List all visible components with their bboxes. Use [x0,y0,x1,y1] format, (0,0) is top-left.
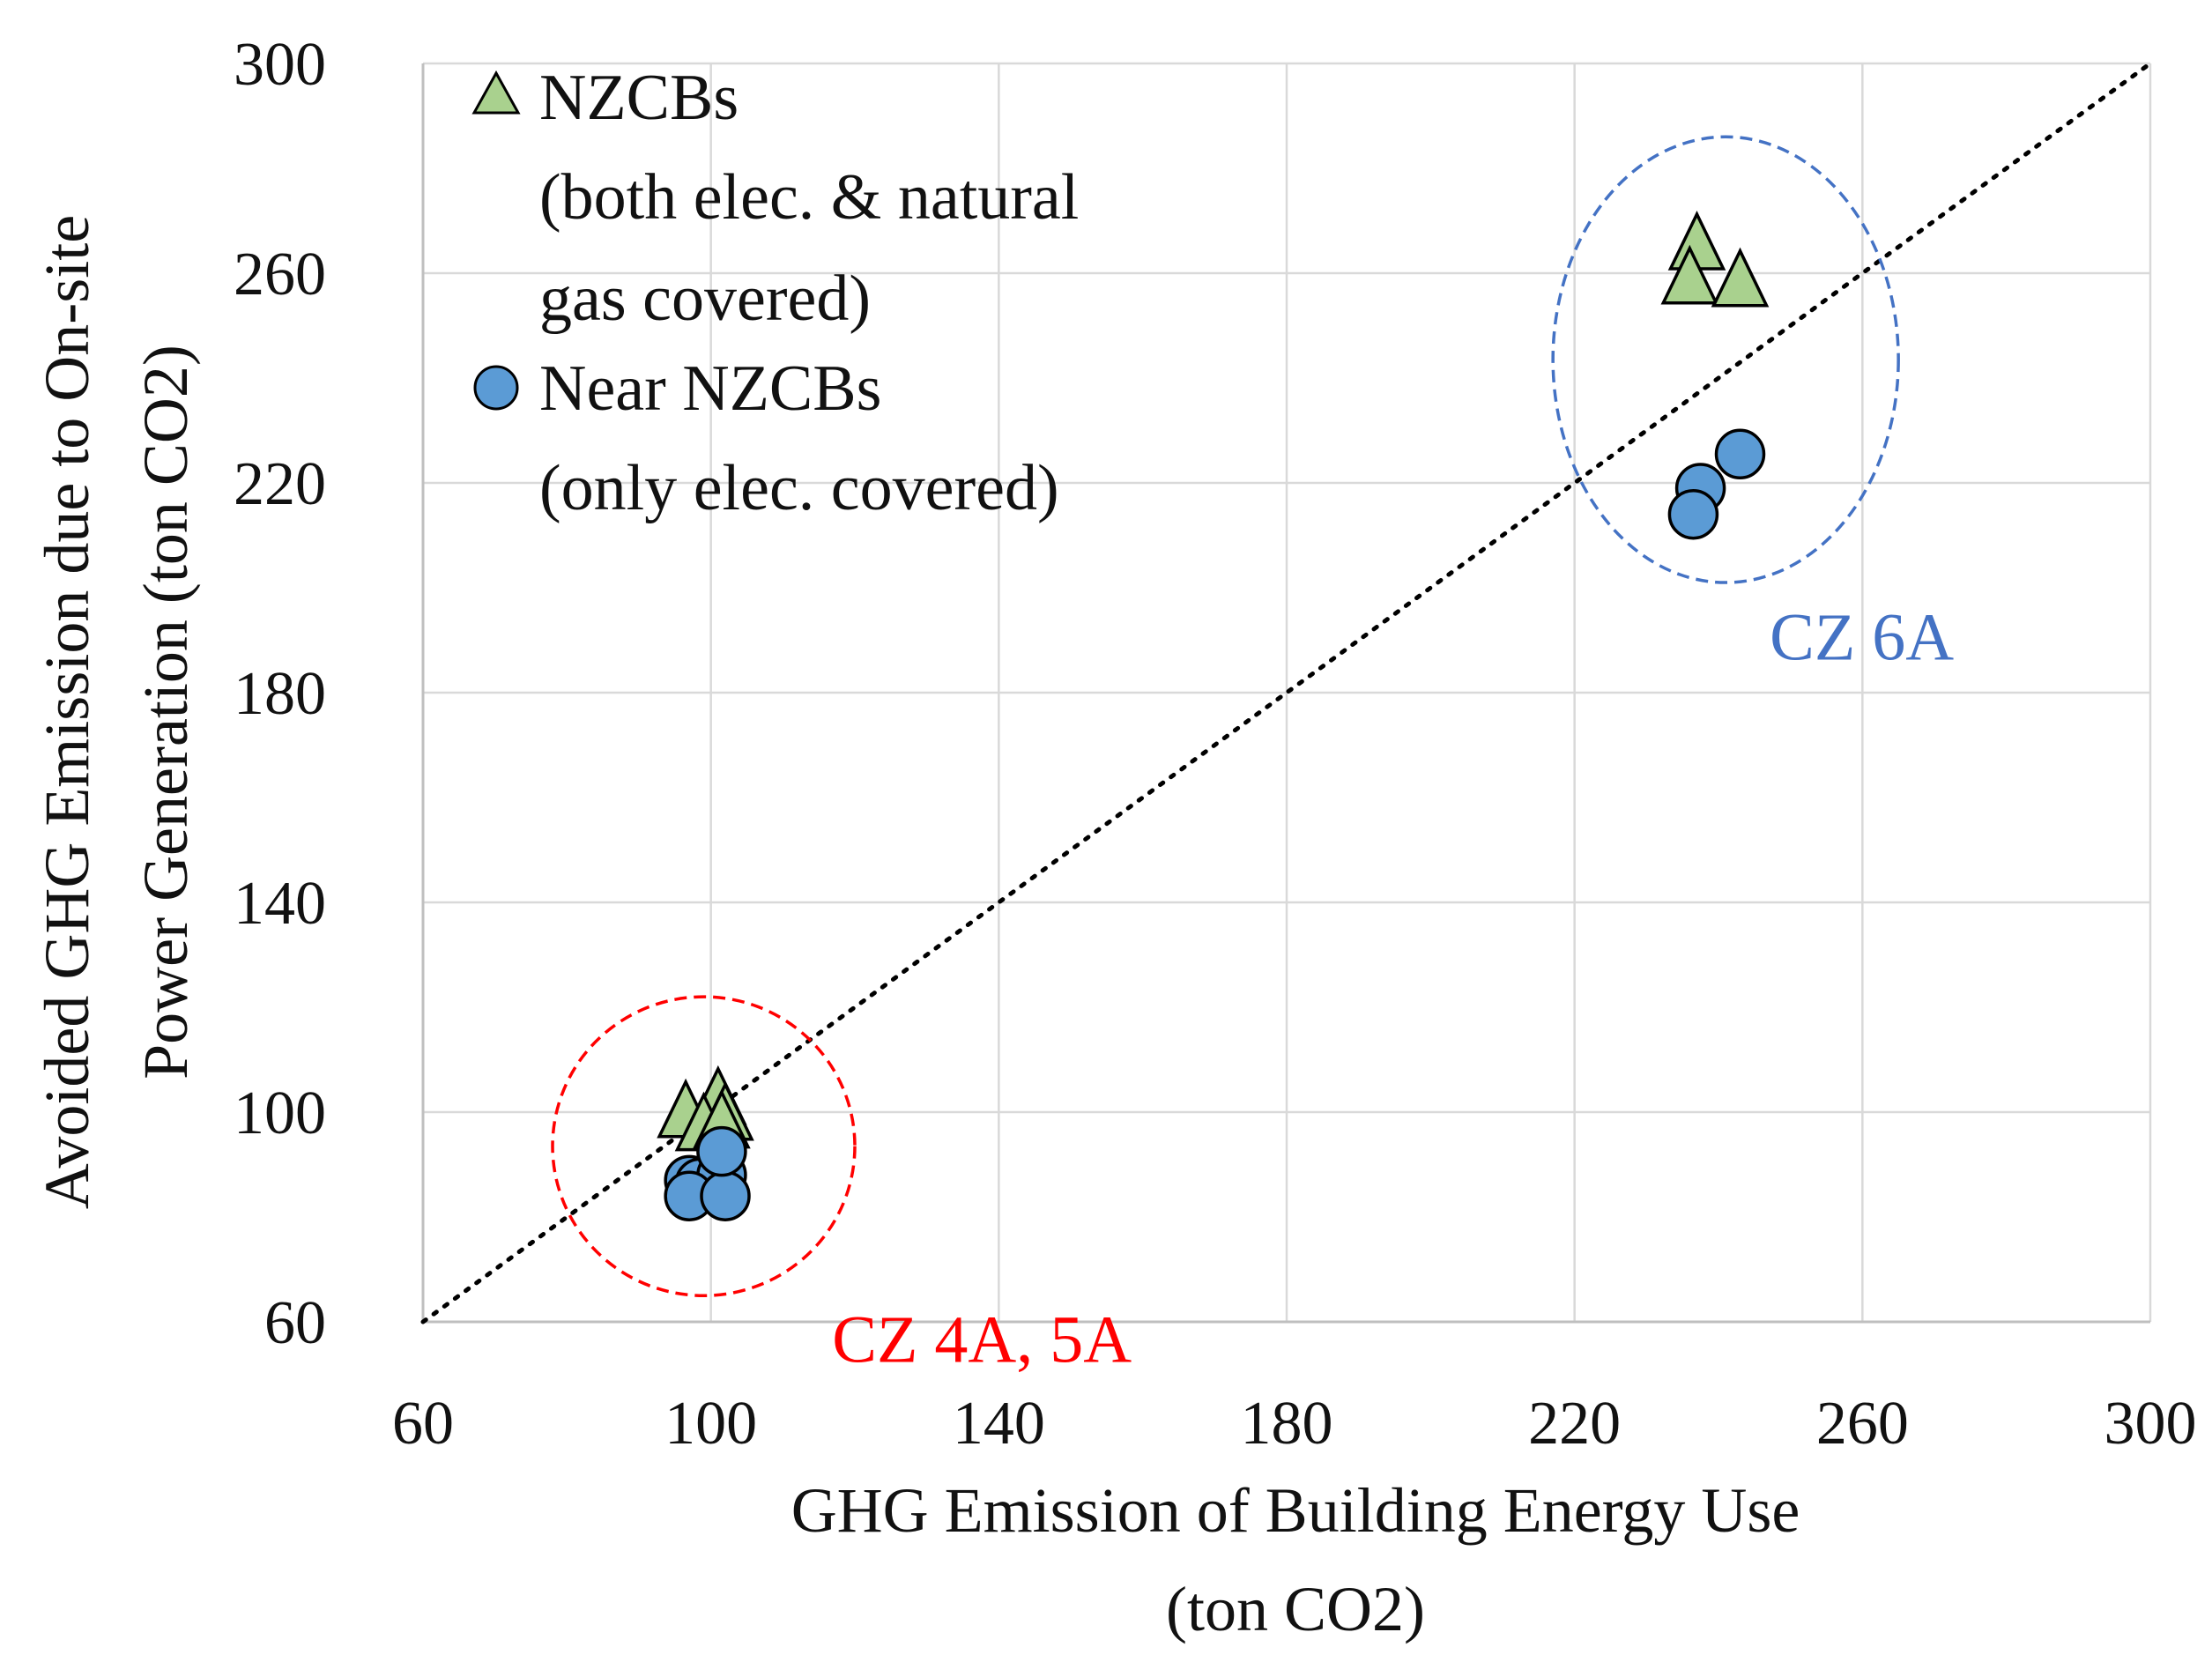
y-tick-label-2: 140 [234,870,326,938]
legend-nzcbs-line-1: NZCBs [539,62,739,134]
legend-near-nzcbs-line-1: Near NZCBs [539,352,881,425]
nzcb-triangle-point-7 [1711,247,1770,308]
y-tick-label-3: 180 [234,660,326,728]
y-tick-label-0: 60 [264,1289,326,1357]
legend-triangle-marker [471,70,521,115]
cluster-ellipse-0 [551,995,857,1298]
y-tick-label-4: 220 [234,450,326,518]
x-axis-title-line-2: (ton CO2) [1166,1574,1425,1644]
x-tick-label-0: 60 [392,1390,454,1458]
x-tick-label-4: 220 [1528,1390,1621,1458]
data-points [657,211,1770,1221]
legend-near-nzcbs-line-2: (only elec. covered) [539,452,1059,524]
x-tick-label-1: 100 [664,1390,757,1458]
y-tick-label-6: 300 [234,31,326,99]
near-nzcb-circle-point-5 [696,1125,747,1177]
near-nzcb-circle-point-8 [1667,488,1719,540]
x-tick-label-3: 180 [1241,1390,1333,1458]
nzcb-triangle-point-6 [1660,244,1719,305]
cluster-label-0: CZ 4A, 5A [832,1302,1132,1376]
annotation-layer: CZ 4A, 5A CZ 6A [551,135,1954,1376]
x-tick-label-2: 140 [953,1390,1045,1458]
near-nzcb-circle-point-6 [1714,428,1766,480]
x-tick-label-6: 300 [2104,1390,2197,1458]
y-tick-label-1: 100 [234,1080,326,1147]
near-nzcb-circle-point-4 [700,1170,751,1221]
x-axis-title-line-1: GHG Emission of Building Energy Use [791,1475,1800,1546]
legend-nzcbs-line-3: gas covered) [539,263,871,335]
legend-circle-marker [473,365,519,411]
x-tick-label-5: 260 [1816,1390,1909,1458]
cluster-ellipse-1 [1551,135,1900,584]
cluster-label-1: CZ 6A [1770,601,1954,675]
axes: 60 100 140 180 220 260 300 60 100 140 180 220 260 300 [234,31,2197,1458]
legend: NZCBs (both elec. & natural gas covered)… [471,62,1079,524]
legend-nzcbs-line-2: (both elec. & natural [539,161,1079,234]
y-axis-title-line-1: Avoided GHG Emission due to On-site [32,215,102,1210]
y-tick-label-5: 260 [234,241,326,308]
y-axis-title-line-2: Power Generation (ton CO2) [130,345,201,1080]
